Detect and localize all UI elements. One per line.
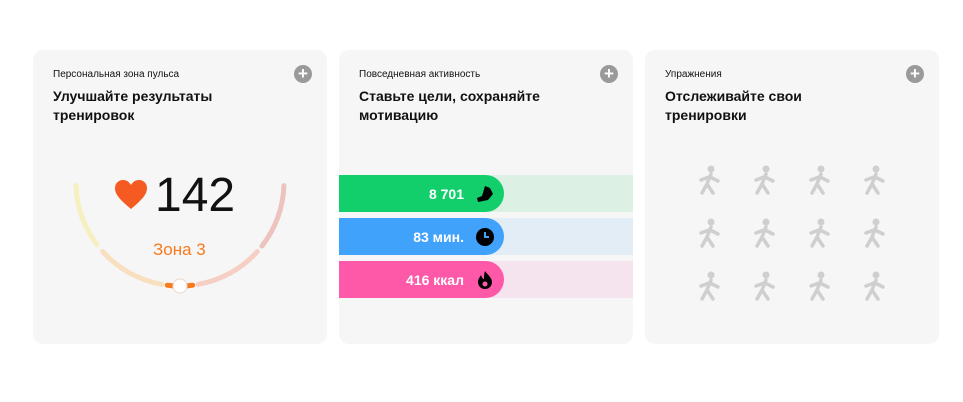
calories-value: 416 ккал [406, 271, 464, 288]
swimming-icon [802, 216, 857, 269]
card-title: Улучшайте результаты тренировок [53, 88, 213, 123]
card-subtitle: Персональная зона пульса [53, 69, 180, 80]
zone-segment-4 [195, 249, 260, 287]
heart-icon [115, 180, 147, 209]
card-subtitle: Упражнения [665, 69, 722, 80]
zone-marker [172, 278, 188, 294]
jump-rope-icon [857, 269, 912, 322]
clock-icon [476, 227, 494, 246]
zone-segment-2 [100, 249, 165, 287]
hiking-icon [802, 269, 857, 322]
exercise-card[interactable]: Упражнения Отслеживайте свои тренировки … [645, 50, 939, 344]
rowing-icon [692, 216, 747, 269]
zone-segment-1 [73, 183, 100, 248]
steps-bar: 8 701 [339, 175, 633, 212]
card-title: Ставьте цели, сохраняйте мотивацию [359, 88, 540, 123]
kayak-icon [692, 163, 747, 216]
golf-icon [747, 216, 802, 269]
activity-card[interactable]: Повседневная активность Ставьте цели, со… [339, 50, 633, 344]
shoe-icon [477, 185, 493, 202]
active-time-bar: 83 мин. [339, 218, 633, 255]
flame-icon [478, 270, 492, 289]
weightlifting-icon [857, 216, 912, 269]
card-subtitle: Повседневная активность [359, 69, 481, 80]
zone-segment-5 [259, 183, 287, 249]
exercise-icons [692, 163, 912, 322]
steps-value: 8 701 [428, 185, 464, 202]
active-time-value: 83 мин. [413, 228, 464, 245]
zone-label: Зона 3 [153, 240, 206, 259]
calories-bar: 416 ккал [339, 261, 633, 298]
soccer-icon [692, 269, 747, 322]
add-icon[interactable]: + [294, 65, 312, 83]
hurdles-icon [857, 163, 912, 216]
add-icon[interactable]: + [600, 65, 618, 83]
horse-riding-icon [802, 163, 857, 216]
add-icon[interactable]: + [906, 65, 924, 83]
yoga-icon [747, 269, 802, 322]
heart-zone-card[interactable]: Персональная зона пульса Улучшайте резул… [33, 50, 327, 344]
cycling-icon [747, 163, 802, 216]
heart-rate-value: 142 [155, 169, 236, 222]
card-title: Отслеживайте свои тренировки [665, 88, 802, 123]
heart-zone-gauge [73, 183, 287, 294]
